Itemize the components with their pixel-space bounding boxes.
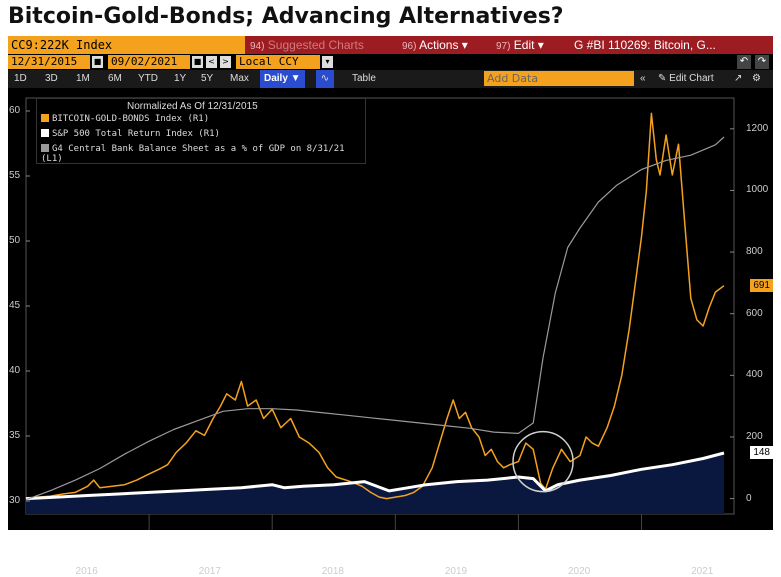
legend-swatch [41,129,49,137]
collapse-icon[interactable]: « [640,73,646,84]
bloomberg-terminal: CC9:222K Index 94) Suggested Charts 96) … [8,36,773,577]
table-button[interactable]: Table [352,73,376,84]
legend-item-bitcoin[interactable]: BITCOIN-GOLD-BONDS Index (R1) [41,114,209,124]
tab-max[interactable]: Max [230,73,249,84]
tab-3d[interactable]: 3D [45,73,58,84]
sp500-last-value-tag: 148 [750,445,773,459]
ticker-field[interactable]: CC9:222K Index [8,36,245,54]
suggested-charts-button[interactable]: 94) Suggested Charts [250,36,364,54]
tab-ytd[interactable]: YTD [138,73,158,84]
currency-dropdown-icon[interactable]: ▾ [322,56,333,68]
line-chart-icon[interactable]: ∿ [316,70,334,88]
y-left-tick-label: 60 [9,105,21,116]
chart-area: 30 35 40 45 50 55 60 0 200 400 600 800 1000 1200 201… [8,88,773,577]
tab-1m[interactable]: 1M [76,73,90,84]
start-date-input[interactable]: 12/31/2015 [8,55,90,69]
x-tick-label: 2020 [567,566,591,577]
y-right-tick-label: 800 [746,246,763,258]
y-right-tick-label: 400 [746,369,763,381]
date-range-bar: 12/31/2015 ■ 09/02/2021 ■ < > Local CCY … [8,54,773,70]
x-tick-label: 2016 [75,566,98,577]
series-line-1 [25,451,725,501]
legend-item-g4[interactable]: G4 Central Bank Balance Sheet as a % of … [41,144,365,164]
y-left-tick-label: 30 [9,495,21,506]
undo-icon[interactable]: ↶ [737,55,751,69]
bitcoin-last-value-tag: 691 [750,278,773,292]
expand-icon[interactable]: ↗ [734,73,743,84]
headline: Bitcoin-Gold-Bonds; Advancing Alternativ… [8,4,564,29]
plot-frame [25,97,735,515]
start-calendar-icon[interactable]: ■ [92,56,103,68]
x-tick-label: 2021 [691,566,714,577]
legend-label: S&P 500 Total Return Index (R1) [52,129,220,139]
tab-1y[interactable]: 1Y [174,73,187,84]
period-tab-bar: 1D 3D 1M 6M YTD 1Y 5Y Max Daily ▼ ∿ Tabl… [8,70,773,88]
command-bar: CC9:222K Index 94) Suggested Charts 96) … [8,36,773,54]
y-right-tick-label: 200 [746,430,763,442]
y-left-tick-label: 35 [9,430,21,441]
tab-1d[interactable]: 1D [14,73,27,84]
next-arrow-icon[interactable]: > [220,56,231,68]
chart-svg [25,97,735,530]
y-left-tick-label: 45 [9,300,21,311]
pencil-icon: ✎ [658,73,667,84]
redo-icon[interactable]: ↷ [755,55,769,69]
legend-label: BITCOIN-GOLD-BONDS Index (R1) [52,114,210,124]
series-line-2 [25,136,725,501]
legend-swatch [41,144,49,152]
edit-chart-label: Edit Chart [669,73,714,84]
currency-select[interactable]: Local CCY [236,55,320,69]
end-date-input[interactable]: 09/02/2021 [108,55,190,69]
y-left-tick-label: 40 [9,365,21,376]
y-right-tick-label: 0 [746,492,752,504]
prev-arrow-icon[interactable]: < [206,56,217,68]
y-left-tick-label: 55 [9,170,21,181]
legend-label: G4 Central Bank Balance Sheet as a % of … [41,144,345,164]
edit-num: 97) [496,41,511,52]
series-line-0 [25,112,725,500]
x-tick-label: 2018 [321,566,344,577]
legend-title: Normalized As Of 12/31/2015 [127,101,258,112]
actions-num: 96) [402,41,417,52]
y-right-tick-label: 600 [746,307,763,319]
x-tick-label: 2019 [444,566,468,577]
edit-label: Edit ▾ [513,38,544,52]
gear-icon[interactable]: ⚙ [752,73,761,84]
frequency-dropdown[interactable]: Daily ▼ [260,70,305,88]
chart-legend: Normalized As Of 12/31/2015 BITCOIN-GOLD… [36,98,366,164]
tab-6m[interactable]: 6M [108,73,122,84]
suggested-charts-num: 94) [250,41,265,52]
edit-button[interactable]: 97) Edit ▾ [496,36,544,54]
y-right-tick-label: 1200 [746,122,769,134]
end-calendar-icon[interactable]: ■ [192,56,203,68]
x-tick-label: 2017 [198,566,221,577]
edit-chart-button[interactable]: ✎ Edit Chart [658,70,714,88]
legend-swatch [41,114,49,122]
y-right-tick-label: 1000 [746,184,769,196]
sp500-area-fill [26,453,724,514]
legend-item-sp500[interactable]: S&P 500 Total Return Index (R1) [41,129,220,139]
add-data-input[interactable]: Add Data [484,71,634,86]
graph-title-field[interactable]: G #BI 110269: Bitcoin, G... [574,38,716,52]
highlight-circle [512,430,574,493]
y-left-tick-label: 50 [9,235,21,246]
suggested-charts-label: Suggested Charts [267,38,364,52]
actions-label: Actions ▾ [419,38,468,52]
actions-button[interactable]: 96) Actions ▾ [402,36,468,54]
tab-5y[interactable]: 5Y [201,73,214,84]
